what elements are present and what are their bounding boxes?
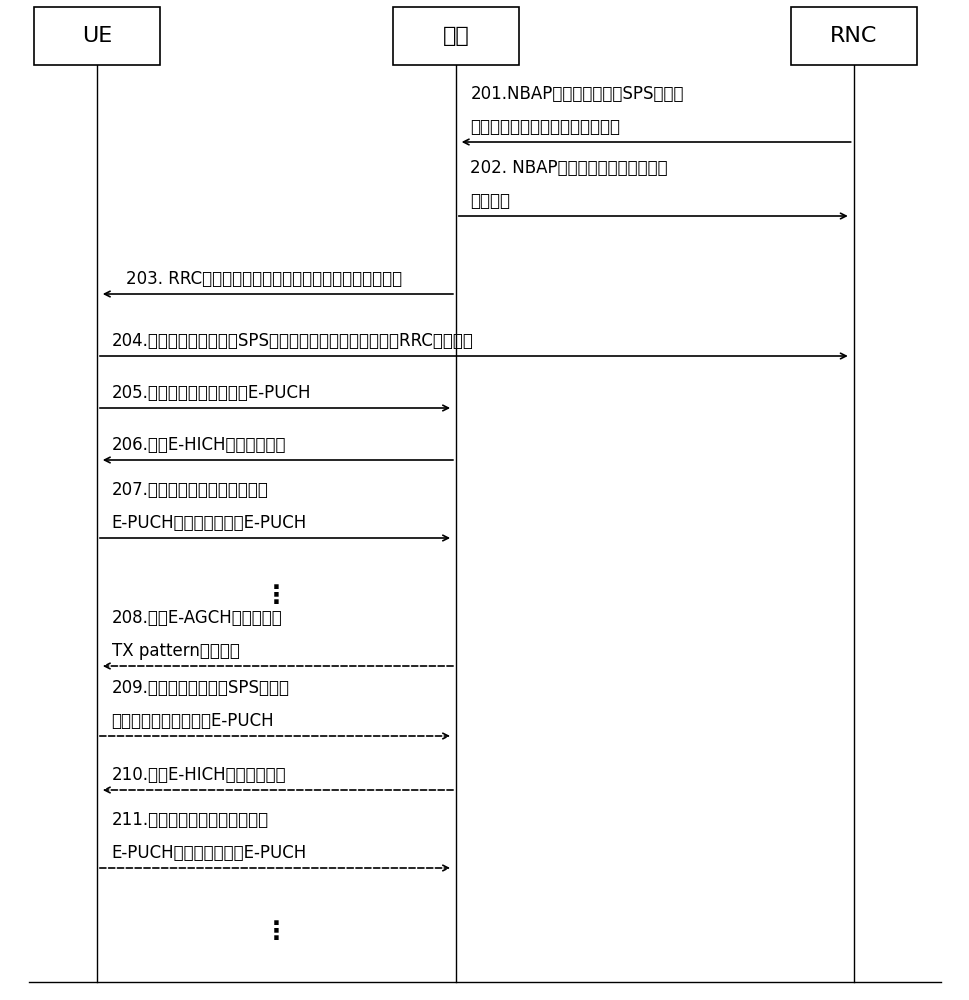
Text: 209.确定修改后的上行SPS资源，: 209.确定修改后的上行SPS资源， xyxy=(111,679,290,697)
Text: 201.NBAP消息（包含上行SPS资源和: 201.NBAP消息（包含上行SPS资源和 xyxy=(470,85,683,103)
Text: ⋮: ⋮ xyxy=(264,920,289,944)
Text: 对应的同步参数，发送E-PUCH: 对应的同步参数，发送E-PUCH xyxy=(111,712,274,730)
Text: E-PUCH同步调整，发送E-PUCH: E-PUCH同步调整，发送E-PUCH xyxy=(111,844,306,862)
Text: 对应的同步参数的发送格式列表）: 对应的同步参数的发送格式列表） xyxy=(470,118,620,136)
Text: E-PUCH同步调整，发送E-PUCH: E-PUCH同步调整，发送E-PUCH xyxy=(111,514,306,532)
Text: RNC: RNC xyxy=(829,26,876,46)
Text: 203. RRC消息（初始发送格式的索引和发送格式列表）: 203. RRC消息（初始发送格式的索引和发送格式列表） xyxy=(126,270,402,288)
Text: 205.按照初始发送格式发送E-PUCH: 205.按照初始发送格式发送E-PUCH xyxy=(111,384,311,402)
Text: 206.通过E-HICH发送同步命令: 206.通过E-HICH发送同步命令 xyxy=(111,436,286,454)
Text: 202. NBAP响应消息（初始发送格式: 202. NBAP响应消息（初始发送格式 xyxy=(470,159,668,177)
Bar xyxy=(392,7,518,65)
Text: UE: UE xyxy=(81,26,112,46)
Text: ⋮: ⋮ xyxy=(264,584,289,608)
Text: TX pattern的索引）: TX pattern的索引） xyxy=(111,642,239,660)
Text: 208.发送E-AGCH（修改后的: 208.发送E-AGCH（修改后的 xyxy=(111,609,282,627)
Text: 204.确定初始使用的上行SPS资源，对应的同步参数，发送RRC响应消息: 204.确定初始使用的上行SPS资源，对应的同步参数，发送RRC响应消息 xyxy=(111,332,473,350)
Bar xyxy=(34,7,160,65)
Text: 211.使用同步参数、同步命令对: 211.使用同步参数、同步命令对 xyxy=(111,811,268,829)
Text: 210.通过E-HICH发送同步命令: 210.通过E-HICH发送同步命令 xyxy=(111,766,286,784)
Text: 207.使用同步参数、同步命令对: 207.使用同步参数、同步命令对 xyxy=(111,481,268,499)
Text: 基站: 基站 xyxy=(442,26,469,46)
Bar xyxy=(790,7,916,65)
Text: 的索引）: 的索引） xyxy=(470,192,510,210)
